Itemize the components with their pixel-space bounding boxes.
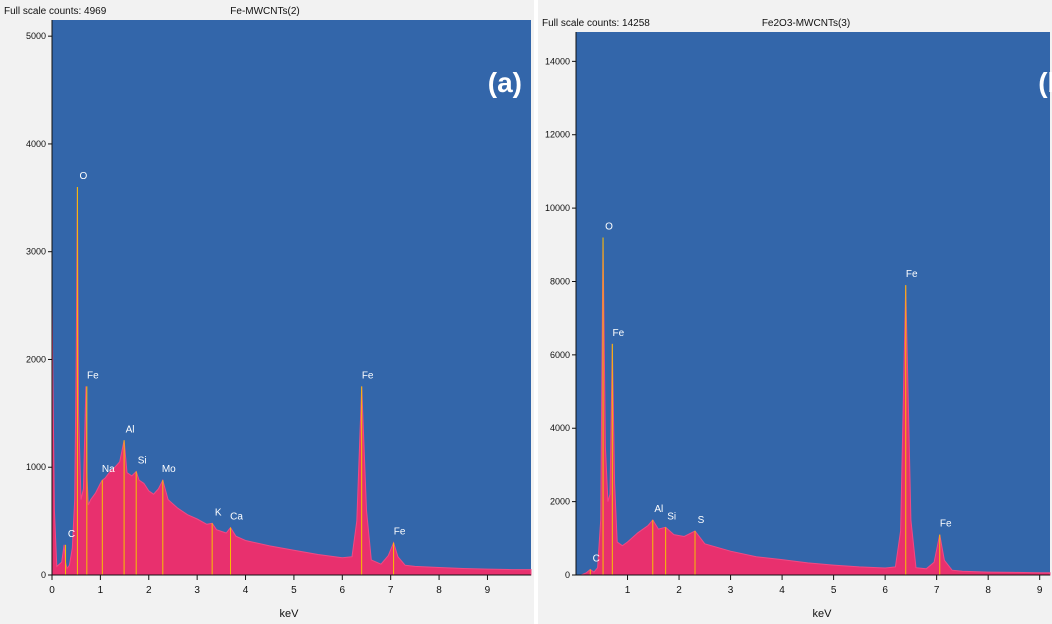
chart-a-plot: C O Fe Na Al Si Mo K Ca Fe Fe 0 1 2 3 4 5 6 7 8 9 0 1000 2000 30… [26, 20, 532, 596]
chart-a-peak-label-2: Fe [87, 370, 99, 381]
chart-a-y-tick-label-0: 0 [41, 570, 46, 580]
chart-b-svg: Full scale counts: 14258 Fe2O3-MWCNTs(3)… [538, 0, 1052, 624]
chart-b-peak-label-2: Fe [612, 328, 624, 339]
chart-b-peak-label-7: Fe [940, 519, 952, 530]
chart-b-peak-label-3: Al [654, 504, 663, 515]
chart-a-spectrum [51, 186, 532, 576]
chart-b-title: Fe2O3-MWCNTs(3) [762, 18, 850, 29]
chart-a-peak-label-4: Al [126, 424, 135, 435]
chart-b-spectrum [576, 237, 1051, 576]
panel-b: Full scale counts: 14258 Fe2O3-MWCNTs(3)… [538, 0, 1052, 624]
chart-b-x-tick-label-6: 7 [934, 585, 940, 596]
chart-a-peak-label-7: K [215, 507, 222, 518]
chart-a-panel-label: (a) [488, 67, 522, 98]
chart-b-x-tick-label-5: 6 [882, 585, 888, 596]
chart-b-x-tick-label-4: 5 [831, 585, 837, 596]
chart-b-peak-label-1: O [605, 221, 613, 232]
chart-b-y-tick-label-3: 6000 [550, 350, 570, 360]
chart-a-x-tick-label-6: 6 [340, 585, 346, 596]
chart-b-peak-label-5: S [698, 515, 705, 526]
chart-b-plot: C O Fe Al Si S Fe Fe 1 2 3 4 5 6 7 8 9 0 2000 4000 6000 8000 1… [545, 32, 1051, 596]
chart-a-x-tick-label-7: 7 [388, 585, 394, 596]
chart-b-y-tick-label-0: 0 [565, 570, 570, 580]
chart-b-plot-area [576, 32, 1050, 575]
chart-a-peak-label-6: Mo [162, 464, 176, 475]
chart-a-x-tick-label-4: 4 [243, 585, 249, 596]
chart-b-peak-label-0: C [593, 553, 600, 564]
chart-b-y-tick-label-2: 4000 [550, 423, 570, 433]
chart-a-x-tick-label-0: 0 [49, 585, 55, 596]
chart-b-x-tick-label-3: 4 [779, 585, 785, 596]
chart-a-y-tick-label-5: 5000 [26, 31, 46, 41]
chart-a-peak-label-8: Ca [230, 512, 243, 523]
chart-a-x-tick-label-1: 1 [98, 585, 104, 596]
chart-a-peak-label-10: Fe [394, 527, 406, 538]
chart-b-y-tick-label-4: 8000 [550, 276, 570, 286]
chart-a-y-tick-label-3: 3000 [26, 247, 46, 257]
chart-b-x-tick-label-2: 3 [728, 585, 734, 596]
chart-b-header-left: Full scale counts: 14258 [542, 18, 650, 29]
chart-b-x-tick-label-0: 1 [625, 585, 631, 596]
chart-b-y-tick-label-5: 10000 [545, 203, 570, 213]
chart-b-y-tick-label-6: 12000 [545, 130, 570, 140]
chart-a-x-tick-label-5: 5 [291, 585, 297, 596]
chart-a-x-tick-label-8: 8 [436, 585, 442, 596]
panel-divider [534, 0, 538, 624]
chart-b-y-tick-label-1: 2000 [550, 497, 570, 507]
chart-b-peak-label-4: Si [667, 511, 676, 522]
chart-a-peak-label-5: Si [138, 456, 147, 467]
chart-a-peak-label-3: Na [102, 464, 115, 475]
chart-b-y-tick-label-7: 14000 [545, 56, 570, 66]
chart-b-x-tick-label-7: 8 [985, 585, 991, 596]
chart-b-x-tick-label-8: 9 [1037, 585, 1043, 596]
chart-a-x-tick-label-2: 2 [146, 585, 152, 596]
chart-a-peak-label-9: Fe [362, 370, 374, 381]
chart-b-peak-label-6: Fe [906, 269, 918, 280]
chart-a-header-left: Full scale counts: 4969 [4, 6, 107, 17]
chart-a-y-tick-label-2: 2000 [26, 354, 46, 364]
chart-b-xlabel: keV [813, 608, 833, 620]
chart-a-x-tick-label-9: 9 [485, 585, 491, 596]
chart-a-y-tick-label-4: 4000 [26, 139, 46, 149]
panel-a: Full scale counts: 4969 Fe-MWCNTs(2) C O F… [0, 0, 534, 624]
chart-a-peak-label-0: C [68, 529, 75, 540]
chart-a-peak-label-1: O [80, 171, 88, 182]
chart-a-title: Fe-MWCNTs(2) [230, 6, 299, 17]
chart-b-x-tick-label-1: 2 [676, 585, 682, 596]
chart-a-svg: Full scale counts: 4969 Fe-MWCNTs(2) C O F… [0, 0, 534, 624]
chart-b-panel-label: (b) [1038, 67, 1052, 98]
chart-a-x-tick-label-3: 3 [194, 585, 200, 596]
chart-a-xlabel: keV [280, 608, 300, 620]
chart-a-y-tick-label-1: 1000 [26, 462, 46, 472]
